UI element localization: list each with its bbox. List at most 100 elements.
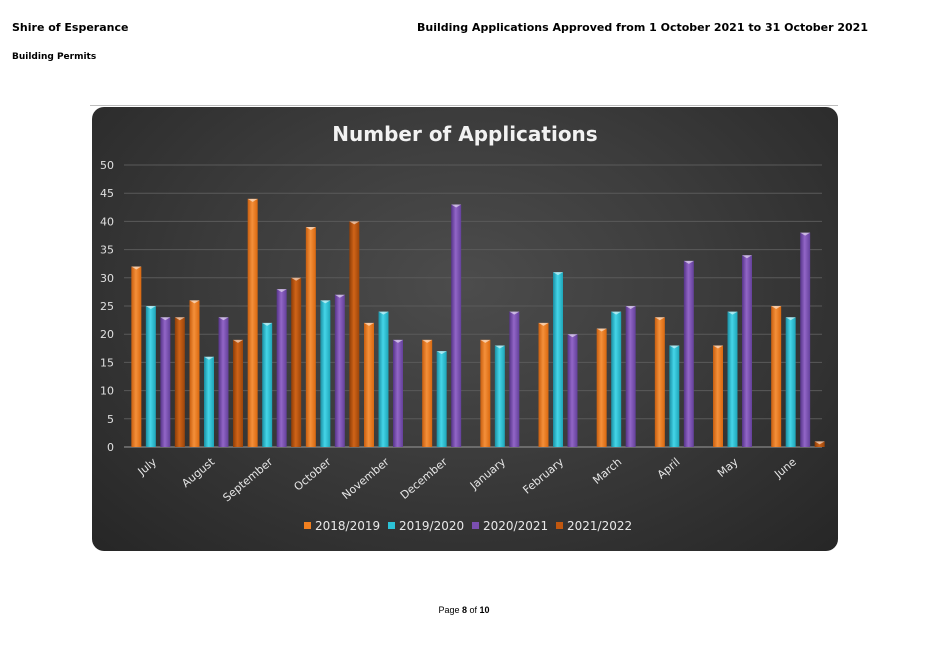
bar-cap (334, 294, 345, 298)
bar-2018-2019-february (538, 322, 549, 447)
bar-cap (742, 255, 752, 259)
y-tick-label: 50 (100, 159, 114, 172)
bar-2019-2020-july (145, 306, 156, 447)
legend-swatch (304, 522, 311, 529)
bar-2021-2022-october (349, 221, 360, 447)
bar-2018-2019-october (305, 227, 316, 447)
bar-2020-2021-september (276, 289, 287, 447)
bar-2018-2019-march (596, 328, 607, 447)
bar-cap (160, 317, 171, 321)
y-tick-label: 10 (100, 385, 114, 398)
bar-2019-2020-january (494, 345, 505, 447)
y-tick-label: 35 (100, 244, 114, 257)
legend-swatch (556, 522, 563, 529)
x-tick-label: August (179, 455, 217, 490)
bar-2021-2022-september (291, 277, 302, 447)
bar-cap (276, 289, 287, 293)
bar-2019-2020-march (611, 311, 622, 447)
x-tick-label: May (715, 455, 741, 480)
bar-2018-2019-september (247, 198, 258, 447)
bar-2019-2020-february (553, 272, 563, 447)
bar-cap (785, 317, 796, 321)
bar-2020-2021-june (800, 232, 811, 447)
y-tick-label: 45 (100, 187, 114, 200)
bar-2020-2021-may (742, 255, 752, 447)
x-tick-label: July (135, 455, 160, 479)
bar-cap (800, 232, 811, 236)
bar-cap (378, 311, 389, 315)
page-footer: Page 8 of 10 (0, 605, 928, 615)
bar-2020-2021-july (160, 317, 171, 447)
bar-cap (174, 317, 185, 321)
chart-panel: Number of Applications 0 5 10 15 20 25 30 35 40 4… (92, 107, 838, 551)
bar-cap (567, 334, 578, 338)
x-tick-label: February (520, 455, 566, 497)
bar-2019-2020-october (320, 300, 331, 447)
bar-cap (291, 277, 302, 281)
chart-title: Number of Applications (332, 122, 597, 146)
page-number: 8 (461, 605, 467, 615)
bar-cap (538, 322, 549, 326)
bar-cap (247, 198, 258, 202)
bar-cap (494, 345, 505, 349)
bar-cap (436, 351, 447, 355)
bar-cap (611, 311, 622, 315)
organisation-name: Shire of Esperance (12, 21, 129, 34)
bar-cap (625, 306, 636, 309)
legend-swatch (388, 522, 395, 529)
bar-cap (654, 317, 665, 321)
bar-cap (683, 260, 694, 264)
y-tick-label: 30 (100, 272, 114, 285)
footer-prefix: Page (438, 605, 460, 615)
bar-cap (480, 339, 491, 343)
bar-cap (553, 272, 563, 276)
bar-cap (233, 339, 243, 343)
bar-2018-2019-december (422, 339, 433, 447)
bar-2021-2022-july (174, 317, 185, 447)
bar-cap (509, 311, 520, 315)
bar-cap (771, 306, 782, 309)
bar-cap (262, 322, 273, 326)
bar-2018-2019-august (189, 300, 200, 447)
bar-2020-2021-august (218, 317, 229, 447)
bar-cap (451, 204, 462, 208)
bar-2019-2020-august (204, 356, 214, 447)
bar-2020-2021-april (683, 260, 694, 447)
x-tick-label: April (655, 455, 683, 481)
bar-2018-2019-may (713, 345, 723, 447)
bar-cap (669, 345, 680, 349)
report-title: Building Applications Approved from 1 Oc… (417, 21, 868, 34)
bar-cap (204, 356, 214, 360)
divider (90, 105, 838, 106)
bar-2020-2021-october (334, 294, 345, 447)
bar-2018-2019-january (480, 339, 491, 447)
bar-cap (364, 322, 374, 326)
y-tick-label: 40 (100, 215, 114, 228)
x-tick-label: October (291, 455, 333, 494)
x-tick-label: November (339, 455, 392, 502)
legend-label: 2020/2021 (483, 519, 548, 533)
bar-2019-2020-december (436, 351, 447, 447)
bar-2018-2019-april (654, 317, 665, 447)
bar-2018-2019-july (131, 266, 142, 447)
bar-cap (393, 339, 403, 343)
legend-label: 2021/2022 (567, 519, 632, 533)
bar-cap (218, 317, 229, 321)
bar-2020-2021-november (393, 339, 403, 447)
bar-cap (422, 339, 433, 343)
bar-2020-2021-december (451, 204, 462, 447)
footer-of: of (469, 605, 478, 615)
bar-2018-2019-june (771, 306, 782, 447)
bar-cap (596, 328, 607, 332)
y-tick-label: 0 (107, 441, 114, 454)
x-tick-label: March (590, 455, 624, 487)
bar-cap (713, 345, 723, 349)
legend-label: 2019/2020 (399, 519, 464, 533)
legend-swatch (472, 522, 479, 529)
legend-label: 2018/2019 (315, 519, 380, 533)
bar-2019-2020-may (727, 311, 738, 447)
bar-cap (349, 221, 360, 225)
x-tick-label: June (771, 455, 799, 481)
bar-2021-2022-august (233, 339, 243, 447)
bar-2020-2021-february (567, 334, 578, 447)
